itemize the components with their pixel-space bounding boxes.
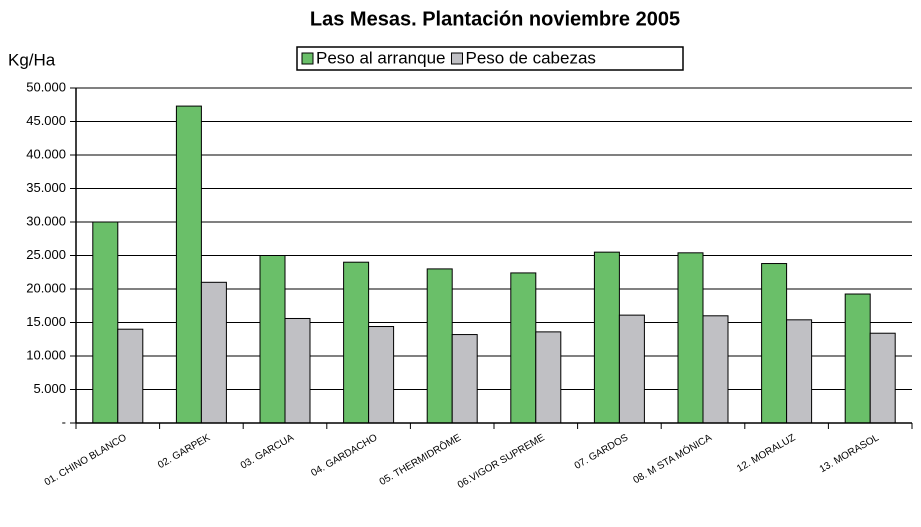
y-tick-label: 10.000 <box>26 347 66 362</box>
legend-box <box>296 46 684 71</box>
x-tick-label: 07. GARDOS <box>573 432 631 472</box>
bar <box>618 314 645 424</box>
y-tick-label: 5.000 <box>33 381 66 396</box>
x-tick-label: 01. CHINO BLANCO <box>43 432 129 488</box>
bar <box>593 251 620 424</box>
x-tick-label: 06.VIGOR SUPREME <box>456 432 547 491</box>
bar <box>761 263 788 424</box>
bar <box>510 272 537 424</box>
bar <box>677 252 704 424</box>
legend-label: Peso de cabezas <box>465 48 595 67</box>
x-tick-label: 05. THERMIDRÔME <box>377 430 464 487</box>
bar <box>200 281 227 424</box>
bar <box>259 255 286 424</box>
x-tick-label: 08. M STA MÓNICA <box>630 430 714 486</box>
y-tick-label: 50.000 <box>26 79 66 94</box>
y-axis-label: Kg/Ha <box>8 50 56 69</box>
legend-label: Peso al arranque <box>316 48 445 67</box>
chart-title: Las Mesas. Plantación noviembre 2005 <box>310 8 680 30</box>
bar <box>451 334 478 424</box>
bar <box>117 328 144 424</box>
bar <box>786 319 813 424</box>
bar <box>844 293 871 424</box>
y-tick-label: 35.000 <box>26 180 66 195</box>
bar <box>426 268 453 424</box>
legend-swatch <box>301 52 314 65</box>
bar <box>702 315 729 424</box>
legend-swatch <box>450 52 463 65</box>
x-tick-label: 03. GARCUA <box>239 432 296 471</box>
y-tick-label: 40.000 <box>26 146 66 161</box>
y-tick-label: 20.000 <box>26 280 66 295</box>
bar <box>869 332 896 424</box>
y-tick-label: - <box>62 414 66 429</box>
x-tick-label: 02. GARPEK <box>156 432 212 471</box>
x-tick-label: 04. GARDACHO <box>309 432 379 479</box>
bar <box>343 261 370 424</box>
y-tick-label: 45.000 <box>26 113 66 128</box>
y-tick-label: 30.000 <box>26 213 66 228</box>
bar <box>284 317 311 424</box>
bar <box>175 105 202 424</box>
x-tick-label: 12. MORALUZ <box>735 432 797 474</box>
y-tick-label: 25.000 <box>26 247 66 262</box>
bar <box>535 331 562 424</box>
x-tick-label: 13. MORASOL <box>818 432 882 475</box>
bar <box>368 326 395 424</box>
bar <box>92 221 119 424</box>
y-tick-label: 15.000 <box>26 314 66 329</box>
